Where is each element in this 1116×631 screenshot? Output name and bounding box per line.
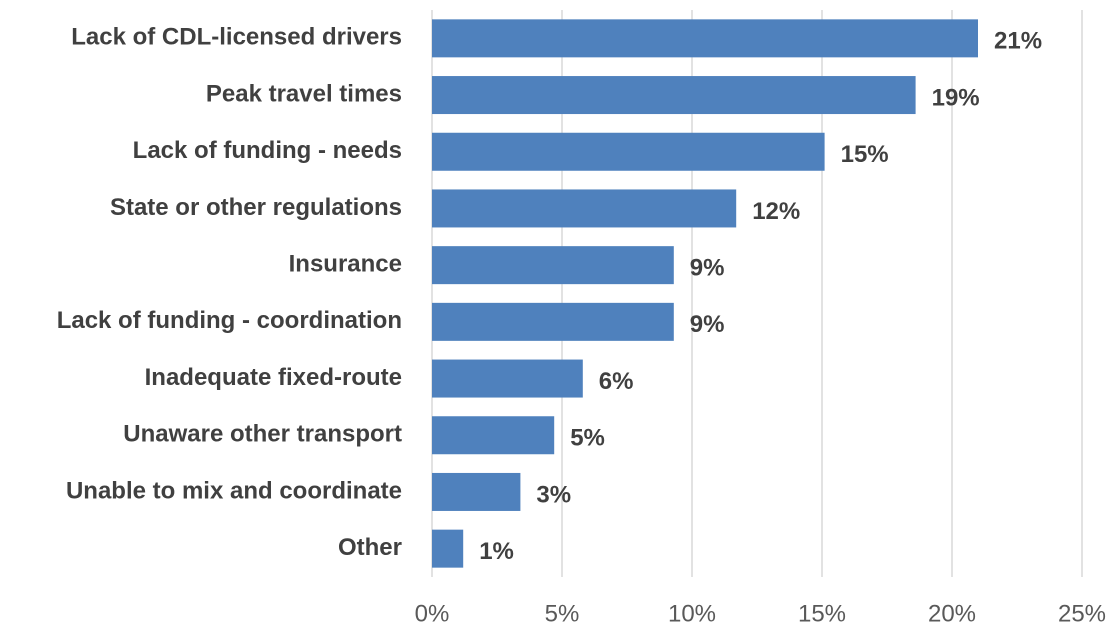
value-label: 12% [752, 198, 800, 225]
bar [432, 132, 825, 171]
value-label: 6% [599, 368, 634, 395]
value-label: 5% [570, 425, 605, 452]
bar [432, 19, 978, 58]
bar [432, 472, 521, 511]
value-label: 19% [932, 84, 980, 111]
category-label: Peak travel times [206, 80, 402, 107]
category-label: Other [338, 534, 402, 561]
value-label: 15% [841, 141, 889, 168]
value-label: 21% [994, 28, 1042, 55]
category-label: Unable to mix and coordinate [66, 477, 402, 504]
x-tick-label: 5% [545, 600, 580, 627]
x-tick-label: 15% [798, 600, 846, 627]
bar [432, 246, 674, 285]
category-label: State or other regulations [110, 194, 402, 221]
category-label: Lack of funding - needs [133, 137, 402, 164]
bar [432, 76, 916, 115]
category-label: Insurance [289, 250, 402, 277]
value-label: 1% [479, 538, 514, 565]
category-label: Inadequate fixed-route [145, 364, 402, 391]
x-tick-label: 25% [1058, 600, 1106, 627]
category-label: Unaware other transport [123, 421, 402, 448]
x-tick-label: 10% [668, 600, 716, 627]
category-label: Lack of funding - coordination [57, 307, 402, 334]
bar [432, 529, 464, 568]
value-label: 9% [690, 254, 725, 281]
bar [432, 416, 555, 455]
category-label: Lack of CDL-licensed drivers [71, 24, 402, 51]
x-tick-label: 20% [928, 600, 976, 627]
bar [432, 302, 674, 341]
value-label: 9% [690, 311, 725, 338]
value-label: 3% [536, 481, 571, 508]
x-tick-label: 0% [415, 600, 450, 627]
bar [432, 189, 737, 228]
bar [432, 359, 583, 398]
